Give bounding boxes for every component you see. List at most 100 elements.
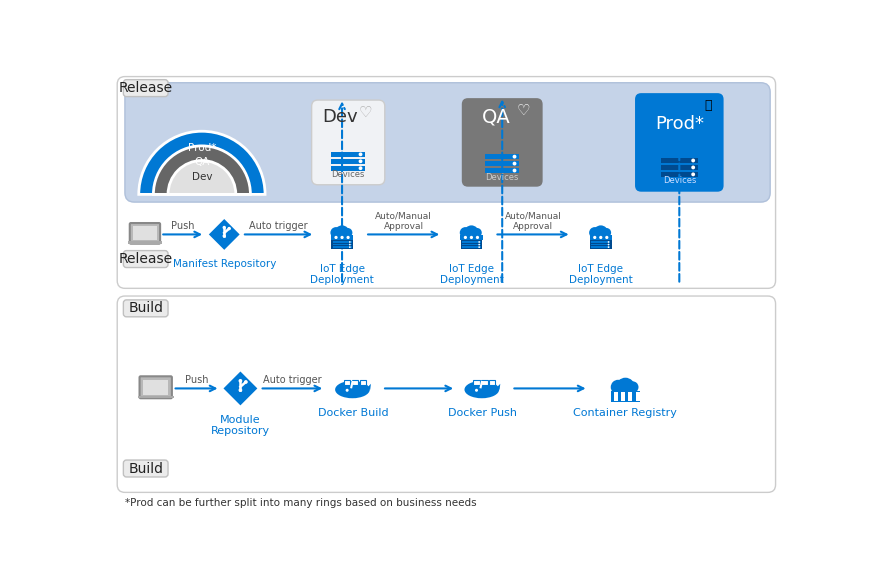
Ellipse shape [464, 381, 499, 398]
Circle shape [244, 380, 247, 384]
Bar [621, 392, 625, 401]
Circle shape [239, 379, 242, 383]
Text: Push: Push [171, 220, 194, 231]
Bar [333, 244, 352, 246]
Circle shape [616, 378, 635, 397]
FancyBboxPatch shape [118, 296, 775, 492]
Circle shape [349, 246, 351, 248]
Bar [352, 379, 358, 385]
Bar [611, 391, 640, 402]
FancyBboxPatch shape [124, 300, 168, 317]
Text: IoT Edge
Deployment: IoT Edge Deployment [569, 263, 632, 285]
Circle shape [330, 227, 341, 238]
Text: Dev: Dev [322, 108, 358, 126]
Circle shape [692, 165, 695, 169]
Text: Build: Build [128, 461, 163, 475]
FancyBboxPatch shape [118, 76, 775, 288]
Bar [344, 379, 350, 385]
FancyBboxPatch shape [635, 93, 724, 192]
Ellipse shape [335, 381, 370, 398]
Bar [133, 227, 157, 240]
Circle shape [627, 381, 638, 393]
Circle shape [608, 244, 610, 246]
Bar [360, 379, 366, 385]
Circle shape [464, 226, 479, 240]
Text: Push: Push [185, 375, 208, 385]
Circle shape [341, 236, 344, 239]
Bar [485, 154, 519, 160]
Circle shape [593, 236, 597, 239]
Bar [485, 168, 519, 173]
Bar [591, 244, 611, 246]
Text: Devices: Devices [663, 176, 696, 185]
Text: IoT Edge
Deployment: IoT Edge Deployment [440, 263, 503, 285]
Text: QA: QA [194, 157, 210, 167]
Text: Auto trigger: Auto trigger [249, 220, 307, 231]
Bar [460, 235, 483, 241]
Polygon shape [367, 384, 371, 390]
Text: Release: Release [118, 81, 172, 95]
Circle shape [227, 227, 231, 230]
Bar [331, 152, 365, 157]
Circle shape [478, 246, 480, 248]
Bar [661, 165, 698, 170]
Bar [333, 241, 352, 243]
Bar [590, 235, 612, 241]
FancyBboxPatch shape [125, 83, 770, 202]
Circle shape [513, 169, 517, 172]
Circle shape [476, 236, 479, 239]
Bar [143, 380, 168, 395]
Circle shape [223, 234, 226, 238]
Text: Release: Release [118, 252, 172, 266]
Circle shape [478, 244, 480, 246]
Wedge shape [138, 131, 265, 195]
Bar [462, 244, 481, 246]
FancyBboxPatch shape [139, 377, 172, 398]
Bar [138, 395, 174, 398]
Circle shape [359, 160, 362, 163]
Circle shape [513, 162, 517, 165]
Circle shape [599, 236, 603, 239]
Circle shape [605, 236, 609, 239]
Bar [473, 379, 480, 385]
Text: Auto/Manual
Approval: Auto/Manual Approval [504, 211, 562, 231]
Circle shape [611, 380, 625, 394]
Bar [636, 392, 639, 401]
Circle shape [692, 172, 695, 176]
Text: Build: Build [128, 301, 163, 315]
Bar [128, 241, 162, 243]
Bar [628, 392, 632, 401]
Bar [331, 158, 365, 164]
Circle shape [334, 236, 338, 239]
Circle shape [692, 158, 695, 162]
Wedge shape [153, 146, 251, 195]
Circle shape [608, 246, 610, 248]
Text: Manifest Repository: Manifest Repository [172, 259, 276, 269]
Wedge shape [168, 161, 236, 195]
Text: Dev: Dev [192, 172, 213, 183]
Bar [333, 246, 352, 248]
Circle shape [478, 241, 480, 243]
FancyBboxPatch shape [124, 80, 168, 96]
Circle shape [608, 241, 610, 243]
Circle shape [239, 388, 242, 392]
Circle shape [349, 244, 351, 246]
Circle shape [460, 227, 471, 238]
Text: Auto trigger: Auto trigger [263, 375, 321, 385]
FancyBboxPatch shape [130, 223, 160, 244]
Circle shape [223, 226, 226, 229]
Polygon shape [209, 219, 240, 250]
Bar [590, 241, 611, 249]
Text: ♡: ♡ [358, 105, 372, 120]
Bar [489, 379, 496, 385]
Bar [331, 241, 353, 249]
Bar [481, 379, 488, 385]
Text: Module
Repository: Module Repository [211, 414, 270, 436]
Circle shape [346, 389, 348, 392]
Bar [461, 241, 483, 249]
Text: Devices: Devices [485, 173, 519, 181]
Bar [331, 235, 354, 241]
Text: QA: QA [482, 107, 510, 126]
Text: Devices: Devices [332, 170, 365, 179]
Text: 🔑: 🔑 [705, 99, 712, 112]
